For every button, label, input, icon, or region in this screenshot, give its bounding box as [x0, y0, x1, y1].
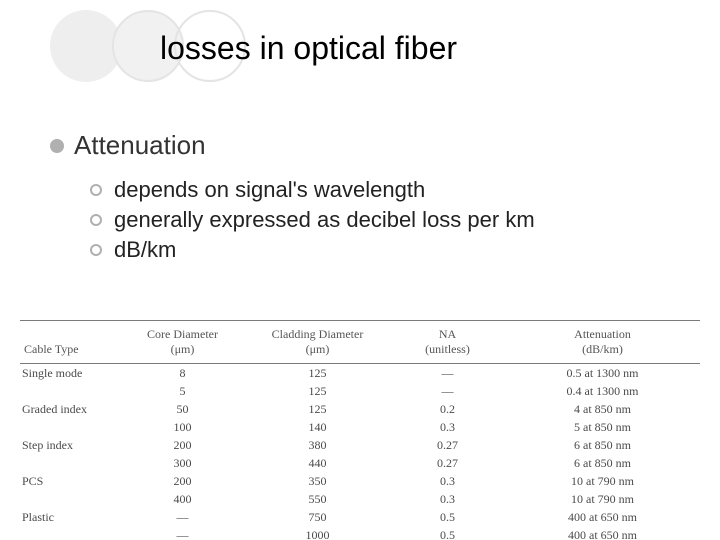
table-cell: 0.27	[390, 454, 505, 472]
table-row: —10000.5400 at 650 nm	[20, 526, 700, 540]
table-head: Cable Type Core Diameter(μm) Cladding Di…	[20, 321, 700, 364]
table-cell: 200	[120, 472, 245, 490]
table-cell: 440	[245, 454, 390, 472]
col-header: Core Diameter(μm)	[120, 321, 245, 364]
slide-title: losses in optical fiber	[160, 30, 457, 67]
table-cell: 5 at 850 nm	[505, 418, 700, 436]
table-row: Plastic—7500.5400 at 650 nm	[20, 508, 700, 526]
table-cell: 0.27	[390, 436, 505, 454]
bullet-level1-text: Attenuation	[74, 130, 206, 161]
table-cell: 125	[245, 400, 390, 418]
table-row: PCS2003500.310 at 790 nm	[20, 472, 700, 490]
table-cell: 300	[120, 454, 245, 472]
bullet-ring-icon	[90, 214, 102, 226]
bullet-level2-text: generally expressed as decibel loss per …	[114, 205, 535, 235]
table-cell: 6 at 850 nm	[505, 436, 700, 454]
table-body: Single mode8125—0.5 at 1300 nm5125—0.4 a…	[20, 364, 700, 540]
table-cell: Step index	[20, 436, 120, 454]
table-cell: 125	[245, 382, 390, 400]
table-cell: —	[120, 526, 245, 540]
table-cell: 0.2	[390, 400, 505, 418]
table-cell: Graded index	[20, 400, 120, 418]
bullet-level2-item: depends on signal's wavelength	[90, 175, 670, 205]
table-cell: 400 at 650 nm	[505, 508, 700, 526]
table-row: Graded index501250.24 at 850 nm	[20, 400, 700, 418]
table-cell: 380	[245, 436, 390, 454]
table-cell: 550	[245, 490, 390, 508]
table-cell: 400 at 650 nm	[505, 526, 700, 540]
table-row: 3004400.276 at 850 nm	[20, 454, 700, 472]
table-cell: 0.3	[390, 418, 505, 436]
table-cell: 0.5	[390, 526, 505, 540]
table-cell	[20, 382, 120, 400]
bullet-level2-item: generally expressed as decibel loss per …	[90, 205, 670, 235]
table-cell: —	[120, 508, 245, 526]
table-row: 4005500.310 at 790 nm	[20, 490, 700, 508]
table-cell: 400	[120, 490, 245, 508]
table-cell: 0.5	[390, 508, 505, 526]
table-cell	[20, 490, 120, 508]
table-row: Single mode8125—0.5 at 1300 nm	[20, 364, 700, 383]
table-cell: 350	[245, 472, 390, 490]
table-cell: 10 at 790 nm	[505, 490, 700, 508]
table-cell: 10 at 790 nm	[505, 472, 700, 490]
col-header: NA(unitless)	[390, 321, 505, 364]
table-row: 5125—0.4 at 1300 nm	[20, 382, 700, 400]
table-cell: 5	[120, 382, 245, 400]
table-cell: Plastic	[20, 508, 120, 526]
fiber-table: Cable Type Core Diameter(μm) Cladding Di…	[20, 320, 700, 540]
table-cell: 6 at 850 nm	[505, 454, 700, 472]
col-header: Cladding Diameter(μm)	[245, 321, 390, 364]
col-header: Attenuation(dB/km)	[505, 321, 700, 364]
table-cell: 750	[245, 508, 390, 526]
table-cell: 0.3	[390, 490, 505, 508]
bullet-level2-list: depends on signal's wavelength generally…	[90, 175, 670, 265]
bullet-level2-text: depends on signal's wavelength	[114, 175, 425, 205]
bullet-ring-icon	[90, 184, 102, 196]
table-cell: 140	[245, 418, 390, 436]
col-header: Cable Type	[20, 321, 120, 364]
table-cell: 8	[120, 364, 245, 383]
table-row: Step index2003800.276 at 850 nm	[20, 436, 700, 454]
table-cell: 0.3	[390, 472, 505, 490]
bullet-dot-icon	[50, 139, 64, 153]
bullet-block: Attenuation depends on signal's waveleng…	[50, 130, 670, 265]
table-cell	[20, 454, 120, 472]
bullet-ring-icon	[90, 244, 102, 256]
table-row: 1001400.35 at 850 nm	[20, 418, 700, 436]
table-cell: 4 at 850 nm	[505, 400, 700, 418]
table-cell: 0.5 at 1300 nm	[505, 364, 700, 383]
table-cell: 1000	[245, 526, 390, 540]
table-cell: 125	[245, 364, 390, 383]
bullet-level2-text: dB/km	[114, 235, 176, 265]
table-cell: 0.4 at 1300 nm	[505, 382, 700, 400]
table-cell: PCS	[20, 472, 120, 490]
table-cell: 200	[120, 436, 245, 454]
bullet-level1: Attenuation	[50, 130, 670, 161]
table-cell: 50	[120, 400, 245, 418]
table-cell	[20, 418, 120, 436]
table-cell: Single mode	[20, 364, 120, 383]
table-cell: —	[390, 364, 505, 383]
table-cell: 100	[120, 418, 245, 436]
table-cell	[20, 526, 120, 540]
fiber-table-wrap: Cable Type Core Diameter(μm) Cladding Di…	[20, 320, 700, 540]
bullet-level2-item: dB/km	[90, 235, 670, 265]
table-cell: —	[390, 382, 505, 400]
